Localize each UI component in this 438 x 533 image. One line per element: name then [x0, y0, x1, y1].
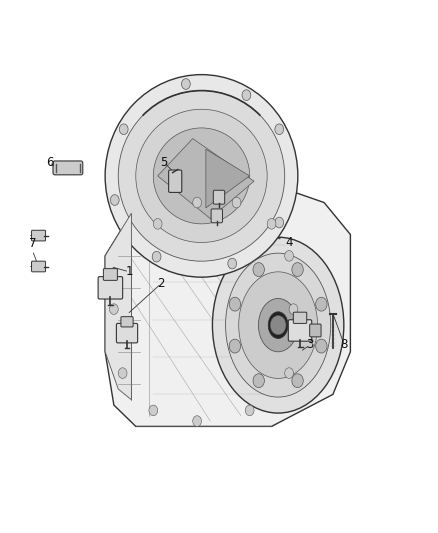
Ellipse shape [118, 91, 285, 261]
Ellipse shape [136, 109, 267, 243]
Polygon shape [105, 181, 350, 426]
Circle shape [245, 405, 254, 416]
Circle shape [119, 124, 128, 134]
Text: 3: 3 [307, 338, 314, 351]
FancyBboxPatch shape [53, 161, 83, 175]
Ellipse shape [258, 298, 298, 352]
FancyBboxPatch shape [293, 312, 307, 324]
Circle shape [153, 219, 162, 229]
Circle shape [292, 374, 303, 387]
Circle shape [316, 339, 327, 353]
FancyBboxPatch shape [288, 320, 312, 341]
Text: 5: 5 [160, 156, 167, 168]
Text: 4: 4 [285, 236, 293, 249]
Circle shape [285, 368, 293, 378]
Ellipse shape [105, 75, 298, 277]
Circle shape [275, 217, 284, 228]
Circle shape [289, 304, 298, 314]
FancyBboxPatch shape [121, 317, 133, 327]
FancyBboxPatch shape [32, 261, 46, 272]
Ellipse shape [153, 128, 250, 224]
FancyBboxPatch shape [213, 190, 225, 204]
FancyBboxPatch shape [310, 324, 321, 337]
Text: 7: 7 [28, 237, 36, 250]
Circle shape [229, 297, 240, 311]
Circle shape [181, 79, 190, 90]
FancyBboxPatch shape [103, 269, 117, 280]
Circle shape [193, 197, 201, 208]
Circle shape [275, 124, 284, 134]
Circle shape [118, 368, 127, 378]
FancyBboxPatch shape [98, 277, 123, 299]
Text: 1: 1 [125, 265, 133, 278]
Circle shape [292, 263, 303, 277]
Ellipse shape [212, 237, 344, 413]
Polygon shape [158, 139, 254, 219]
Text: 2: 2 [157, 277, 165, 290]
Circle shape [229, 339, 240, 353]
Ellipse shape [226, 253, 331, 397]
Circle shape [316, 297, 327, 311]
Polygon shape [105, 213, 131, 400]
Circle shape [228, 258, 237, 269]
FancyBboxPatch shape [117, 324, 138, 343]
Ellipse shape [268, 312, 288, 338]
Circle shape [110, 195, 119, 205]
Circle shape [149, 405, 158, 416]
Ellipse shape [239, 272, 318, 378]
Circle shape [253, 263, 265, 277]
Text: 8: 8 [341, 338, 348, 351]
FancyBboxPatch shape [169, 170, 182, 192]
FancyBboxPatch shape [32, 230, 46, 241]
Circle shape [242, 90, 251, 100]
Circle shape [285, 251, 293, 261]
Text: 6: 6 [46, 156, 53, 168]
Circle shape [270, 316, 286, 335]
Polygon shape [206, 149, 250, 208]
Circle shape [110, 304, 118, 314]
Circle shape [193, 416, 201, 426]
Circle shape [232, 197, 241, 208]
Circle shape [267, 219, 276, 229]
Circle shape [253, 374, 265, 387]
FancyBboxPatch shape [211, 209, 223, 223]
Circle shape [152, 252, 161, 262]
